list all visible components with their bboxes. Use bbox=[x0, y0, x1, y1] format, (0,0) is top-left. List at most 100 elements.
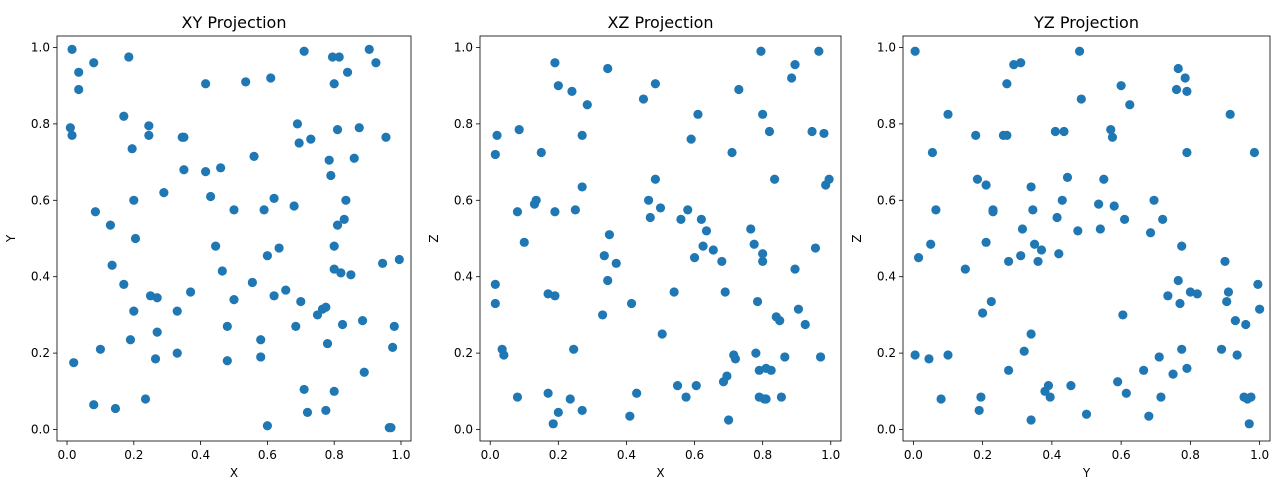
data-point bbox=[127, 144, 137, 154]
x-axis-label: Y bbox=[1082, 466, 1091, 480]
data-point bbox=[708, 245, 718, 255]
data-point bbox=[1033, 256, 1043, 267]
data-point bbox=[1052, 212, 1062, 223]
data-point bbox=[1223, 287, 1234, 297]
data-point bbox=[1002, 130, 1012, 140]
data-point bbox=[499, 350, 509, 360]
data-point bbox=[281, 285, 291, 295]
data-point bbox=[599, 251, 609, 261]
data-point bbox=[1182, 147, 1192, 158]
points bbox=[910, 46, 1265, 429]
data-point bbox=[229, 205, 239, 215]
x-tick-label: 0.4 bbox=[617, 448, 636, 462]
y-tick-label: 0.8 bbox=[454, 117, 473, 131]
data-point bbox=[1036, 245, 1047, 255]
data-point bbox=[1107, 132, 1118, 142]
data-point bbox=[74, 84, 84, 95]
y-tick-label: 0.0 bbox=[31, 423, 50, 437]
chart-title: YZ Projection bbox=[1033, 13, 1139, 32]
data-point bbox=[1073, 226, 1083, 236]
data-point bbox=[1225, 109, 1235, 119]
y-axis-label: Y bbox=[4, 234, 18, 243]
data-point bbox=[790, 60, 800, 70]
data-point bbox=[655, 203, 666, 213]
data-point bbox=[490, 298, 500, 309]
data-point bbox=[766, 365, 776, 375]
data-point bbox=[669, 287, 679, 297]
data-point bbox=[67, 130, 77, 140]
data-point bbox=[1168, 369, 1178, 379]
y-tick-label: 0.4 bbox=[31, 270, 50, 284]
data-point bbox=[536, 147, 546, 158]
data-point bbox=[775, 316, 785, 326]
data-point bbox=[727, 147, 737, 158]
data-point bbox=[321, 405, 331, 416]
data-point bbox=[1192, 289, 1202, 299]
data-point bbox=[1066, 381, 1076, 391]
data-point bbox=[981, 180, 991, 190]
data-point bbox=[582, 100, 592, 110]
data-point bbox=[1216, 344, 1227, 354]
data-point bbox=[698, 241, 708, 251]
data-point bbox=[211, 241, 221, 251]
data-point bbox=[638, 94, 649, 104]
data-point bbox=[1144, 411, 1154, 421]
data-point bbox=[74, 67, 84, 77]
data-point bbox=[357, 316, 368, 326]
data-point bbox=[140, 394, 151, 404]
y-tick-label: 0.6 bbox=[454, 193, 473, 207]
data-point bbox=[632, 388, 642, 398]
data-point bbox=[986, 296, 996, 307]
data-point bbox=[643, 195, 654, 205]
data-point bbox=[201, 167, 211, 177]
x-tick-label: 1.0 bbox=[391, 448, 410, 462]
data-point bbox=[179, 165, 189, 175]
data-point bbox=[1222, 296, 1232, 307]
data-point bbox=[1244, 419, 1254, 429]
data-point bbox=[1106, 125, 1116, 135]
data-point bbox=[346, 270, 356, 280]
data-point bbox=[339, 214, 349, 224]
data-point bbox=[388, 342, 398, 352]
data-point bbox=[693, 109, 703, 119]
data-point bbox=[291, 321, 301, 331]
data-point bbox=[974, 405, 984, 416]
data-point bbox=[1113, 377, 1123, 387]
data-point bbox=[1118, 310, 1128, 320]
data-point bbox=[159, 188, 169, 198]
chart-title: XZ Projection bbox=[607, 13, 713, 32]
data-point bbox=[683, 205, 693, 215]
data-point bbox=[1026, 329, 1036, 339]
data-point bbox=[150, 354, 161, 364]
data-point bbox=[1125, 100, 1135, 110]
data-point bbox=[1029, 239, 1040, 249]
data-point bbox=[749, 239, 759, 249]
data-point bbox=[910, 350, 920, 360]
data-point bbox=[569, 344, 579, 354]
data-point bbox=[119, 111, 129, 121]
y-tick-label: 0.6 bbox=[877, 193, 896, 207]
data-point bbox=[717, 256, 727, 267]
data-point bbox=[332, 220, 343, 230]
data-point bbox=[603, 275, 613, 286]
points bbox=[490, 46, 834, 429]
data-point bbox=[972, 174, 983, 184]
points bbox=[65, 44, 404, 433]
data-point bbox=[598, 310, 608, 320]
data-point bbox=[296, 296, 306, 307]
data-point bbox=[1220, 256, 1230, 267]
data-point bbox=[110, 403, 121, 414]
data-point bbox=[1177, 344, 1187, 354]
x-tick-label: 0.8 bbox=[325, 448, 344, 462]
data-point bbox=[322, 338, 333, 349]
data-point bbox=[1016, 58, 1026, 68]
data-point bbox=[1019, 346, 1029, 356]
data-point bbox=[1109, 201, 1119, 211]
data-point bbox=[1173, 275, 1183, 286]
data-point bbox=[1230, 316, 1240, 326]
x-tick-label: 0.8 bbox=[753, 448, 772, 462]
data-point bbox=[130, 233, 141, 244]
data-point bbox=[931, 205, 941, 215]
data-point bbox=[758, 109, 768, 119]
data-point bbox=[217, 266, 227, 276]
